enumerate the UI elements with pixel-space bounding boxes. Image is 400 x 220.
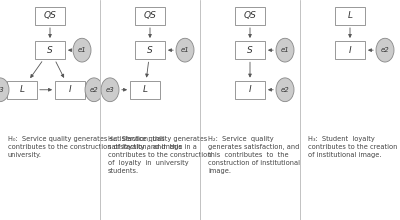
Circle shape	[176, 38, 194, 62]
Text: H₁:  Service quality generates
satisfaction,  and  this
contributes to the const: H₁: Service quality generates satisfacti…	[108, 136, 212, 174]
FancyBboxPatch shape	[135, 41, 165, 59]
Text: e1: e1	[281, 47, 289, 53]
FancyBboxPatch shape	[335, 41, 365, 59]
FancyBboxPatch shape	[235, 7, 265, 25]
Text: H₀:  Service quality generates satisfaction; this
contributes to the constructio: H₀: Service quality generates satisfacti…	[8, 136, 197, 158]
Circle shape	[85, 78, 103, 102]
Text: e3: e3	[106, 87, 114, 93]
Text: H₃:  Student  loyalty
contributes to the creation
of institutional image.: H₃: Student loyalty contributes to the c…	[308, 136, 397, 158]
FancyBboxPatch shape	[7, 81, 37, 99]
FancyBboxPatch shape	[335, 7, 365, 25]
FancyBboxPatch shape	[235, 41, 265, 59]
Text: L: L	[20, 85, 24, 94]
FancyBboxPatch shape	[135, 7, 165, 25]
Text: S: S	[247, 46, 253, 55]
Text: QS: QS	[44, 11, 56, 20]
Circle shape	[101, 78, 119, 102]
Circle shape	[73, 38, 91, 62]
Text: QS: QS	[144, 11, 156, 20]
Text: H₂:  Service  quality
generates satisfaction, and
this  contributes  to  the
con: H₂: Service quality generates satisfacti…	[208, 136, 300, 174]
Text: S: S	[147, 46, 153, 55]
Circle shape	[0, 78, 9, 102]
Text: S: S	[47, 46, 53, 55]
Text: e1: e1	[78, 47, 86, 53]
Text: QS: QS	[244, 11, 256, 20]
Text: e2: e2	[381, 47, 389, 53]
Text: e1: e1	[181, 47, 189, 53]
Text: L: L	[142, 85, 148, 94]
FancyBboxPatch shape	[35, 7, 65, 25]
FancyBboxPatch shape	[130, 81, 160, 99]
Text: e2: e2	[90, 87, 98, 93]
Text: I: I	[249, 85, 251, 94]
Text: I: I	[349, 46, 351, 55]
Text: e2: e2	[281, 87, 289, 93]
Text: e3: e3	[0, 87, 4, 93]
Text: L: L	[348, 11, 352, 20]
FancyBboxPatch shape	[35, 41, 65, 59]
Circle shape	[276, 78, 294, 102]
Text: I: I	[69, 85, 71, 94]
Circle shape	[376, 38, 394, 62]
FancyBboxPatch shape	[55, 81, 85, 99]
FancyBboxPatch shape	[235, 81, 265, 99]
Circle shape	[276, 38, 294, 62]
